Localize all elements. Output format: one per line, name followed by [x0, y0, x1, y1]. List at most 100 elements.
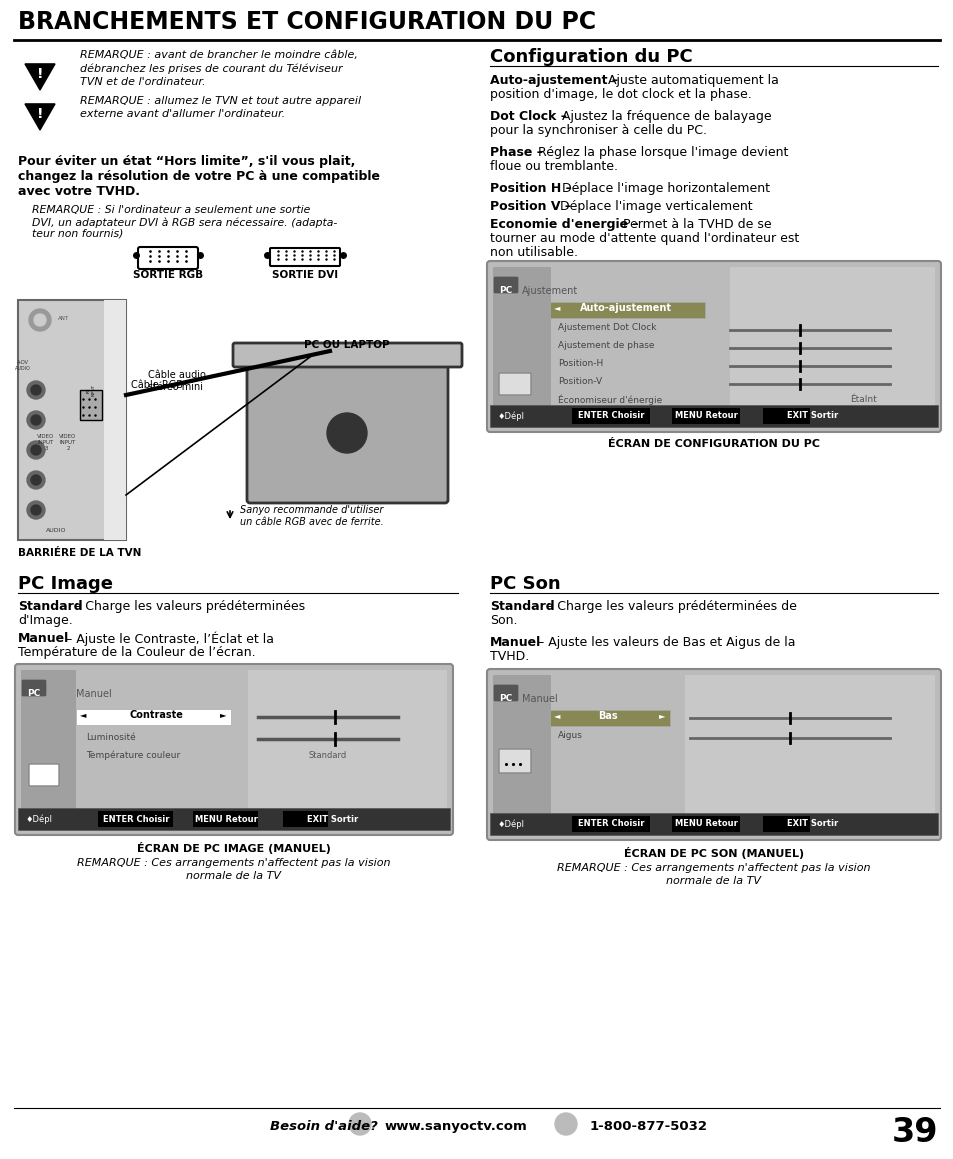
Text: d'Image.: d'Image. — [18, 614, 72, 627]
FancyBboxPatch shape — [494, 685, 517, 701]
Text: Pour éviter un état “Hors limite”, s'il vous plait,: Pour éviter un état “Hors limite”, s'il … — [18, 155, 355, 168]
Text: Température de la Couleur de l’écran.: Température de la Couleur de l’écran. — [18, 646, 255, 659]
Text: MENU Retour: MENU Retour — [674, 819, 737, 829]
Text: PC OU LAPTOP: PC OU LAPTOP — [304, 340, 390, 350]
Text: PC
INPUT: PC INPUT — [87, 384, 95, 396]
Text: VIDEO
INPUT
2: VIDEO INPUT 2 — [59, 435, 76, 451]
Text: Température couleur: Température couleur — [86, 750, 180, 760]
Text: Ajustement: Ajustement — [521, 286, 578, 296]
Circle shape — [27, 442, 45, 459]
FancyBboxPatch shape — [98, 811, 172, 828]
Circle shape — [30, 505, 41, 515]
Text: AUDIO: AUDIO — [46, 529, 66, 533]
Text: ENTER Choisir: ENTER Choisir — [578, 411, 643, 421]
FancyBboxPatch shape — [247, 362, 448, 503]
Text: – Ajuste les valeurs de Bas et Aigus de la: – Ajuste les valeurs de Bas et Aigus de … — [537, 636, 795, 649]
Text: VIDEO
INPUT
3: VIDEO INPUT 3 — [37, 435, 54, 451]
Text: ÉCRAN DE PC SON (MANUEL): ÉCRAN DE PC SON (MANUEL) — [623, 847, 803, 859]
Text: Configuration du PC: Configuration du PC — [490, 48, 692, 66]
FancyBboxPatch shape — [493, 675, 551, 834]
Text: REMARQUE : Si l'ordinateur a seulement une sortie: REMARQUE : Si l'ordinateur a seulement u… — [32, 205, 310, 216]
Text: ♦Dépl: ♦Dépl — [497, 819, 524, 829]
Text: position d'image, le dot clock et la phase.: position d'image, le dot clock et la pha… — [490, 88, 751, 101]
FancyBboxPatch shape — [498, 373, 531, 395]
Text: MENU Retour: MENU Retour — [674, 411, 737, 421]
FancyBboxPatch shape — [138, 247, 198, 269]
Text: avec votre TVHD.: avec votre TVHD. — [18, 185, 140, 198]
Text: Standard: Standard — [18, 600, 83, 613]
Text: Aigus: Aigus — [558, 731, 582, 741]
Text: ÉCRAN DE PC IMAGE (MANUEL): ÉCRAN DE PC IMAGE (MANUEL) — [137, 841, 331, 854]
FancyBboxPatch shape — [21, 670, 76, 829]
Text: tourner au mode d'attente quand l'ordinateur est: tourner au mode d'attente quand l'ordina… — [490, 232, 799, 245]
FancyBboxPatch shape — [283, 811, 328, 828]
Text: Manuel: Manuel — [521, 694, 558, 704]
Text: Son.: Son. — [490, 614, 517, 627]
Text: normale de la TV: normale de la TV — [666, 876, 760, 885]
Text: Auto-ajustement –: Auto-ajustement – — [490, 74, 618, 87]
FancyBboxPatch shape — [15, 664, 453, 834]
Text: Standard: Standard — [490, 600, 554, 613]
Text: normale de la TV: normale de la TV — [186, 872, 281, 881]
Text: PC Son: PC Son — [490, 575, 560, 593]
Text: floue ou tremblante.: floue ou tremblante. — [490, 160, 618, 173]
FancyBboxPatch shape — [550, 710, 669, 726]
Text: SORTIE DVI: SORTIE DVI — [272, 270, 337, 280]
Text: non utilisable.: non utilisable. — [490, 246, 578, 258]
FancyBboxPatch shape — [193, 811, 257, 828]
Circle shape — [27, 411, 45, 429]
Polygon shape — [25, 104, 55, 130]
Text: Position H –: Position H – — [490, 182, 571, 195]
FancyBboxPatch shape — [76, 709, 231, 726]
Circle shape — [27, 501, 45, 519]
Text: Standard: Standard — [309, 751, 347, 759]
FancyBboxPatch shape — [493, 267, 551, 427]
FancyBboxPatch shape — [762, 408, 809, 424]
FancyBboxPatch shape — [550, 302, 704, 318]
Text: ENTER Choisir: ENTER Choisir — [103, 815, 169, 824]
FancyBboxPatch shape — [684, 675, 934, 834]
Text: Manuel: Manuel — [490, 636, 540, 649]
Text: ANT: ANT — [58, 315, 69, 321]
Text: – Charge les valeurs prédéterminées de: – Charge les valeurs prédéterminées de — [546, 600, 796, 613]
FancyBboxPatch shape — [233, 343, 461, 367]
FancyBboxPatch shape — [762, 816, 809, 832]
Text: REMARQUE : Ces arrangements n'affectent pas la vision: REMARQUE : Ces arrangements n'affectent … — [557, 863, 870, 873]
Text: Sanyo recommande d'utiliser
un câble RGB avec de ferrite.: Sanyo recommande d'utiliser un câble RGB… — [240, 505, 383, 527]
Text: EXIT Sortir: EXIT Sortir — [786, 819, 837, 829]
Text: PC: PC — [28, 688, 41, 698]
FancyBboxPatch shape — [671, 816, 740, 832]
Text: A-DV
AUDIO: A-DV AUDIO — [15, 360, 30, 371]
Text: Position V –: Position V – — [490, 201, 571, 213]
Text: Ajuste automatiquement la: Ajuste automatiquement la — [607, 74, 778, 87]
Circle shape — [34, 314, 46, 326]
Text: BRANCHEMENTS ET CONFIGURATION DU PC: BRANCHEMENTS ET CONFIGURATION DU PC — [18, 10, 596, 34]
FancyBboxPatch shape — [18, 808, 450, 830]
Text: Luminosité: Luminosité — [86, 732, 135, 742]
Circle shape — [349, 1113, 371, 1135]
Text: ♦Dépl: ♦Dépl — [497, 411, 524, 421]
Text: Économiseur d'énergie: Économiseur d'énergie — [558, 395, 661, 406]
FancyBboxPatch shape — [572, 408, 649, 424]
Text: Contraste: Contraste — [129, 710, 183, 720]
Text: Câble audio
stéreo mini: Câble audio stéreo mini — [148, 370, 206, 393]
FancyBboxPatch shape — [498, 749, 531, 773]
Text: DVI, un adaptateur DVI à RGB sera nécessaire. (adapta-: DVI, un adaptateur DVI à RGB sera nécess… — [32, 217, 337, 227]
Text: Position-H: Position-H — [558, 359, 602, 369]
Text: Câble RGB: Câble RGB — [131, 380, 183, 389]
Text: changez la résolution de votre PC à une compatible: changez la résolution de votre PC à une … — [18, 170, 379, 183]
Text: Manuel: Manuel — [18, 632, 70, 646]
Circle shape — [27, 471, 45, 489]
FancyBboxPatch shape — [494, 277, 517, 293]
Text: Permet à la TVHD de se: Permet à la TVHD de se — [622, 218, 771, 231]
Circle shape — [27, 381, 45, 399]
Text: 39: 39 — [890, 1116, 937, 1149]
FancyBboxPatch shape — [671, 408, 740, 424]
Polygon shape — [25, 64, 55, 90]
Text: Dot Clock –: Dot Clock – — [490, 110, 566, 123]
Circle shape — [327, 413, 367, 453]
Text: – Ajuste le Contraste, l’Éclat et la: – Ajuste le Contraste, l’Éclat et la — [66, 632, 274, 647]
FancyBboxPatch shape — [729, 267, 934, 427]
Text: TVHD.: TVHD. — [490, 650, 529, 663]
FancyBboxPatch shape — [270, 248, 339, 267]
